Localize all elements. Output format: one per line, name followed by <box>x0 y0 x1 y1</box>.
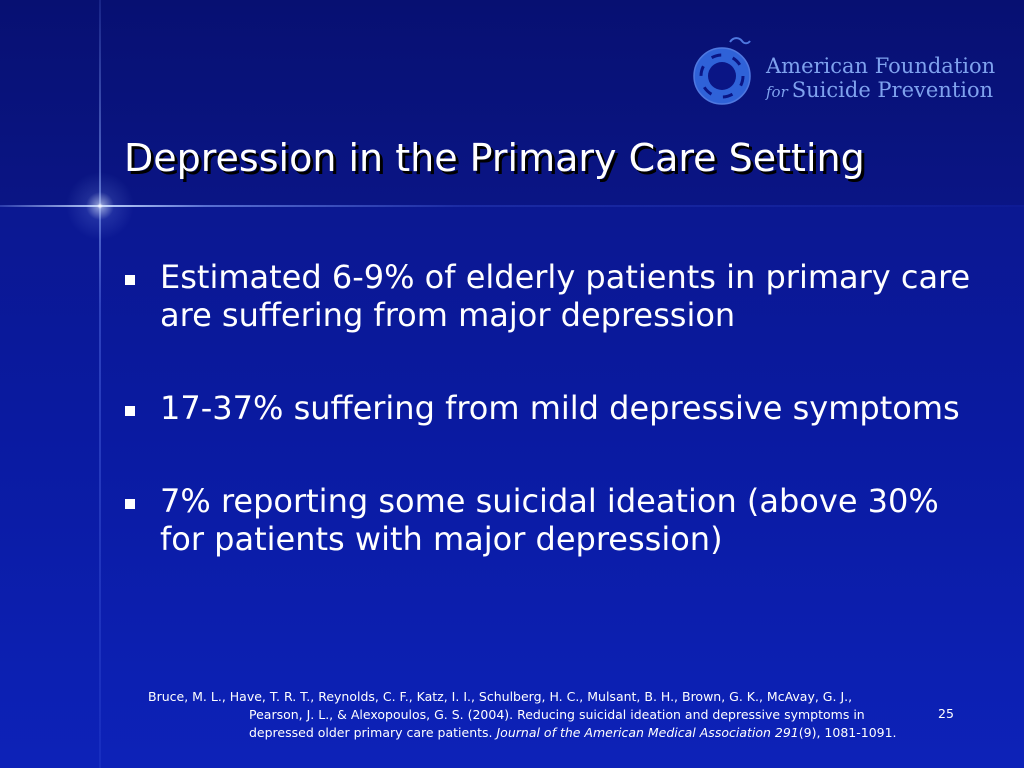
bullet-item: Estimated 6-9% of elderly patients in pr… <box>120 258 990 334</box>
bullet-square-icon <box>125 275 135 285</box>
reference-line3: depressed older primary care patients. J… <box>148 724 908 742</box>
reference-journal: Journal of the American Medical Associat… <box>496 725 799 740</box>
reference-line1: Bruce, M. L., Have, T. R. T., Reynolds, … <box>148 689 853 704</box>
bullet-square-icon <box>125 406 135 416</box>
bullet-list: Estimated 6-9% of elderly patients in pr… <box>120 258 990 558</box>
bullet-square-icon <box>125 499 135 509</box>
title-band <box>0 0 1024 205</box>
reference-citation: Bruce, M. L., Have, T. R. T., Reynolds, … <box>148 688 908 742</box>
page-number: 25 <box>938 706 954 721</box>
logo-text-line2: for Suicide Prevention <box>766 78 1006 104</box>
life-ring-icon <box>693 37 751 105</box>
horizontal-accent-line <box>0 205 1024 207</box>
vertical-accent-line <box>99 0 101 768</box>
logo-for-word: for <box>766 83 788 101</box>
afsp-logo: American Foundation for Suicide Preventio… <box>692 34 1004 108</box>
reference-line3-end: (9), 1081-1091. <box>798 725 897 740</box>
slide-title: Depression in the Primary Care Setting <box>124 136 865 180</box>
reference-line3-start: depressed older primary care patients. <box>249 725 497 740</box>
bullet-item: 7% reporting some suicidal ideation (abo… <box>120 482 990 558</box>
bullet-text: Estimated 6-9% of elderly patients in pr… <box>160 258 971 334</box>
bullet-text: 17-37% suffering from mild depressive sy… <box>160 389 960 427</box>
bullet-text: 7% reporting some suicidal ideation (abo… <box>160 482 939 558</box>
bullet-item: 17-37% suffering from mild depressive sy… <box>120 389 990 427</box>
light-flare <box>60 166 140 246</box>
logo-text-line1: American Foundation <box>766 54 996 78</box>
logo-text-line2-main: Suicide Prevention <box>791 78 994 102</box>
reference-line2: Pearson, J. L., & Alexopoulos, G. S. (20… <box>249 707 865 722</box>
